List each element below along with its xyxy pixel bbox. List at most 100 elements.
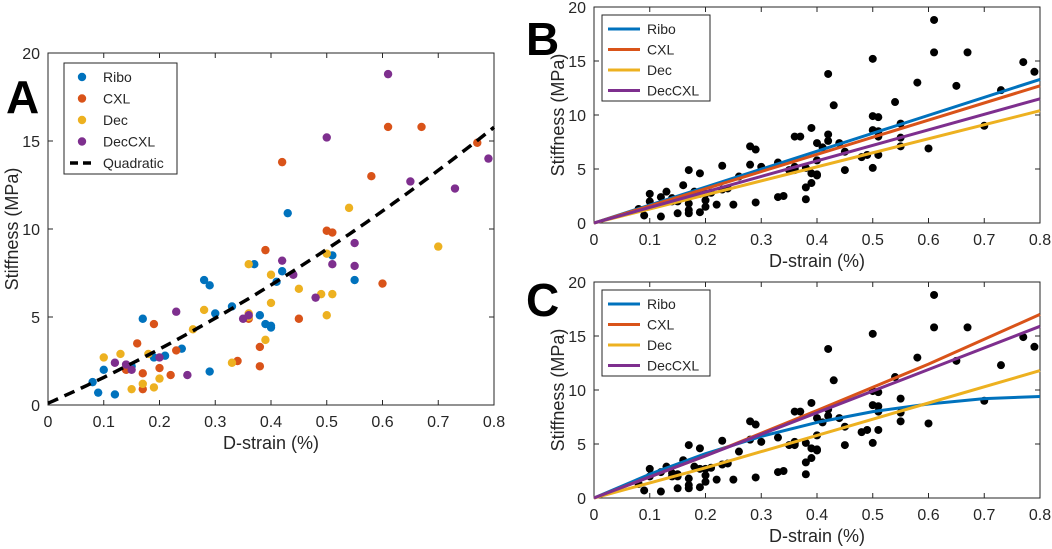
data-point-dec	[138, 379, 147, 389]
data-point-ribo	[266, 321, 276, 330]
y-tick-label: 10	[568, 383, 586, 400]
data-point	[656, 487, 665, 496]
x-tick-label: 0.1	[639, 507, 661, 524]
data-point	[891, 98, 900, 107]
quadratic-fit-line	[47, 125, 496, 405]
y-tick-label: 15	[568, 329, 586, 346]
data-point-dec	[322, 311, 331, 320]
data-point	[813, 445, 821, 454]
data-point	[701, 477, 710, 486]
data-point	[684, 206, 693, 215]
data-point-dec	[266, 270, 276, 279]
x-tick-label: 0.1	[93, 414, 115, 431]
data-point-deccxl	[350, 238, 359, 248]
data-point-deccxl	[110, 358, 120, 367]
data-point	[868, 401, 877, 410]
data-point	[656, 193, 665, 202]
legend-label: CXL	[103, 91, 130, 107]
y-tick-label: 5	[577, 162, 586, 179]
data-point-cxl	[166, 370, 175, 380]
legend-label: Dec	[647, 337, 672, 353]
data-point	[712, 200, 721, 209]
data-point	[751, 420, 760, 429]
data-point-dec	[294, 284, 304, 294]
data-point-dec	[266, 298, 276, 308]
x-tick-label: 0.6	[371, 414, 393, 431]
data-point-cxl	[378, 279, 387, 288]
data-point	[868, 438, 877, 447]
data-point	[1019, 58, 1028, 67]
data-point	[796, 132, 805, 141]
data-point-dec	[244, 260, 253, 269]
fit-line-deccxl	[593, 97, 1041, 225]
fit-line-cxl	[593, 84, 1041, 225]
data-point	[734, 447, 743, 456]
legend-label: Dec	[647, 62, 672, 78]
data-point	[695, 169, 704, 178]
data-point	[896, 394, 905, 403]
x-tick-label: 0.8	[1029, 507, 1051, 524]
x-tick-label: 0	[590, 507, 599, 524]
data-point-ribo	[110, 390, 120, 399]
y-tick-label: 20	[568, 0, 586, 17]
data-point	[751, 145, 760, 154]
data-point	[840, 166, 849, 175]
data-point	[684, 474, 693, 483]
data-point	[640, 486, 649, 495]
data-point-cxl	[383, 122, 393, 132]
y-axis-label: Stiffness (MPa)	[548, 54, 568, 177]
data-point	[868, 54, 877, 63]
legend-marker-ribo	[77, 72, 87, 82]
data-point-cxl	[255, 342, 265, 352]
panel-b-plot: 0 0.1 0.2 0.3 0.4 0.5 0.6 0.7 0.8 0 5 10 15 20 D-strai…	[548, 0, 1051, 271]
x-tick-label: 0.4	[806, 232, 828, 249]
data-point	[824, 130, 833, 139]
x-tick-label: 0.8	[1029, 232, 1051, 249]
data-point	[679, 181, 688, 190]
data-point-dec	[328, 289, 337, 299]
x-tick-label: 0.1	[639, 232, 661, 249]
data-point	[829, 101, 838, 110]
y-tick-label: 0	[577, 216, 586, 233]
data-point	[695, 483, 704, 492]
data-point	[874, 425, 883, 434]
legend-label: CXL	[647, 317, 674, 333]
data-point	[773, 468, 782, 477]
data-point	[924, 419, 933, 428]
data-point	[813, 170, 821, 179]
y-tick-label: 15	[568, 54, 586, 71]
data-point	[807, 398, 816, 407]
y-tick-label: 20	[568, 275, 586, 292]
data-point	[807, 123, 816, 132]
data-point-ribo	[350, 275, 359, 285]
data-point	[824, 69, 833, 78]
x-tick-label: 0.6	[917, 507, 939, 524]
data-point-ribo	[99, 365, 108, 374]
data-point	[807, 454, 816, 463]
data-point	[701, 196, 710, 205]
y-tick-label: 20	[22, 46, 40, 63]
y-tick-label: 0	[31, 398, 40, 415]
data-point-dec	[99, 353, 108, 362]
data-point-dec	[344, 203, 354, 213]
data-point	[718, 436, 727, 445]
data-point-deccxl	[383, 69, 393, 79]
data-point	[924, 144, 933, 153]
data-point	[684, 199, 693, 208]
data-point	[801, 183, 810, 192]
data-point-deccxl	[155, 353, 164, 362]
legend-label: CXL	[647, 42, 674, 58]
data-point	[996, 361, 1005, 370]
y-tick-label: 0	[577, 491, 586, 508]
legend-label: Ribo	[647, 21, 676, 37]
x-tick-label: 0.3	[204, 414, 226, 431]
data-point	[701, 202, 710, 211]
data-point-dec	[155, 374, 164, 383]
legend-marker-dec	[77, 115, 87, 125]
fit-line-ribo	[593, 395, 1041, 500]
legend-label: Quadratic	[103, 155, 164, 171]
data-point	[824, 136, 833, 145]
x-tick-label: 0.8	[483, 414, 505, 431]
data-point	[729, 475, 738, 484]
